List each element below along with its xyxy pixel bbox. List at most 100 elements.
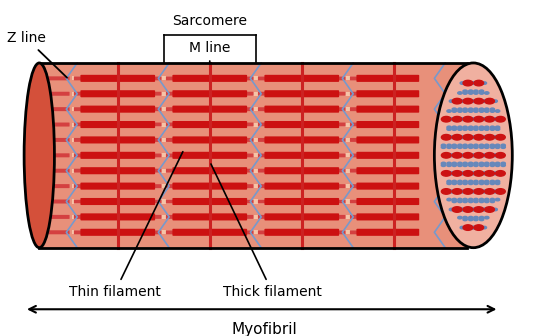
FancyBboxPatch shape <box>166 200 205 204</box>
FancyBboxPatch shape <box>172 182 247 190</box>
Bar <box>338 230 348 234</box>
Circle shape <box>452 126 456 129</box>
Circle shape <box>501 164 505 166</box>
FancyBboxPatch shape <box>215 200 254 204</box>
Circle shape <box>482 172 486 175</box>
Circle shape <box>450 190 454 193</box>
Circle shape <box>447 144 452 146</box>
Circle shape <box>474 126 478 129</box>
FancyBboxPatch shape <box>356 198 419 205</box>
Circle shape <box>482 100 486 102</box>
Circle shape <box>461 208 465 211</box>
Circle shape <box>468 128 473 130</box>
Circle shape <box>468 182 473 184</box>
Circle shape <box>485 117 494 122</box>
Bar <box>338 107 348 111</box>
FancyBboxPatch shape <box>122 76 162 80</box>
FancyBboxPatch shape <box>399 215 419 219</box>
FancyBboxPatch shape <box>172 198 247 205</box>
Circle shape <box>482 208 486 211</box>
Circle shape <box>485 171 494 176</box>
Text: Z line: Z line <box>7 31 67 78</box>
Bar <box>164 92 174 96</box>
Bar <box>348 153 357 157</box>
Bar <box>164 107 174 111</box>
Circle shape <box>452 110 456 112</box>
Bar <box>39 63 467 248</box>
Circle shape <box>472 136 475 138</box>
FancyBboxPatch shape <box>81 136 155 143</box>
Circle shape <box>472 100 475 102</box>
Circle shape <box>485 164 489 166</box>
Circle shape <box>458 144 462 146</box>
FancyBboxPatch shape <box>81 121 155 128</box>
Bar <box>256 215 265 219</box>
Circle shape <box>468 218 473 221</box>
Circle shape <box>479 200 484 203</box>
Circle shape <box>493 172 497 175</box>
Bar <box>164 200 174 204</box>
Circle shape <box>479 216 484 219</box>
FancyBboxPatch shape <box>166 153 205 157</box>
FancyBboxPatch shape <box>264 152 339 159</box>
FancyBboxPatch shape <box>74 138 113 142</box>
FancyBboxPatch shape <box>264 90 339 97</box>
Circle shape <box>472 82 475 84</box>
Circle shape <box>485 180 489 183</box>
Circle shape <box>472 172 475 175</box>
Circle shape <box>463 164 467 166</box>
Circle shape <box>482 226 486 229</box>
Circle shape <box>493 118 497 120</box>
Circle shape <box>452 144 456 146</box>
Circle shape <box>468 180 473 183</box>
Circle shape <box>452 180 456 183</box>
FancyBboxPatch shape <box>122 230 162 234</box>
Ellipse shape <box>434 63 512 248</box>
Circle shape <box>447 126 452 129</box>
Bar <box>256 153 265 157</box>
Circle shape <box>490 200 494 203</box>
Bar <box>72 138 82 142</box>
Circle shape <box>441 153 451 158</box>
Circle shape <box>490 180 494 183</box>
Circle shape <box>458 182 462 184</box>
Circle shape <box>490 162 494 165</box>
FancyBboxPatch shape <box>350 230 389 234</box>
Circle shape <box>479 218 484 221</box>
Circle shape <box>496 162 500 165</box>
FancyBboxPatch shape <box>172 167 247 174</box>
Circle shape <box>496 153 505 158</box>
Bar <box>256 184 265 188</box>
FancyBboxPatch shape <box>399 153 419 157</box>
Circle shape <box>482 208 486 211</box>
FancyBboxPatch shape <box>172 106 247 113</box>
Circle shape <box>482 172 486 175</box>
Circle shape <box>493 190 497 193</box>
Circle shape <box>496 171 505 176</box>
FancyBboxPatch shape <box>399 92 419 96</box>
Circle shape <box>474 207 484 212</box>
Circle shape <box>496 182 500 184</box>
Circle shape <box>474 180 478 183</box>
Circle shape <box>463 189 473 194</box>
FancyBboxPatch shape <box>122 215 162 219</box>
Circle shape <box>479 164 484 166</box>
Circle shape <box>501 162 505 165</box>
FancyBboxPatch shape <box>122 107 162 111</box>
Bar <box>348 184 357 188</box>
Circle shape <box>474 134 484 140</box>
Circle shape <box>463 207 473 212</box>
Circle shape <box>485 216 489 219</box>
Circle shape <box>461 172 465 175</box>
Circle shape <box>493 100 497 102</box>
FancyBboxPatch shape <box>399 184 419 188</box>
Bar <box>72 76 82 80</box>
FancyBboxPatch shape <box>356 182 419 190</box>
Bar <box>72 123 82 127</box>
Circle shape <box>463 117 473 122</box>
Circle shape <box>490 164 494 166</box>
Circle shape <box>468 198 473 201</box>
FancyBboxPatch shape <box>81 213 155 220</box>
Circle shape <box>463 182 467 184</box>
Circle shape <box>479 180 484 183</box>
